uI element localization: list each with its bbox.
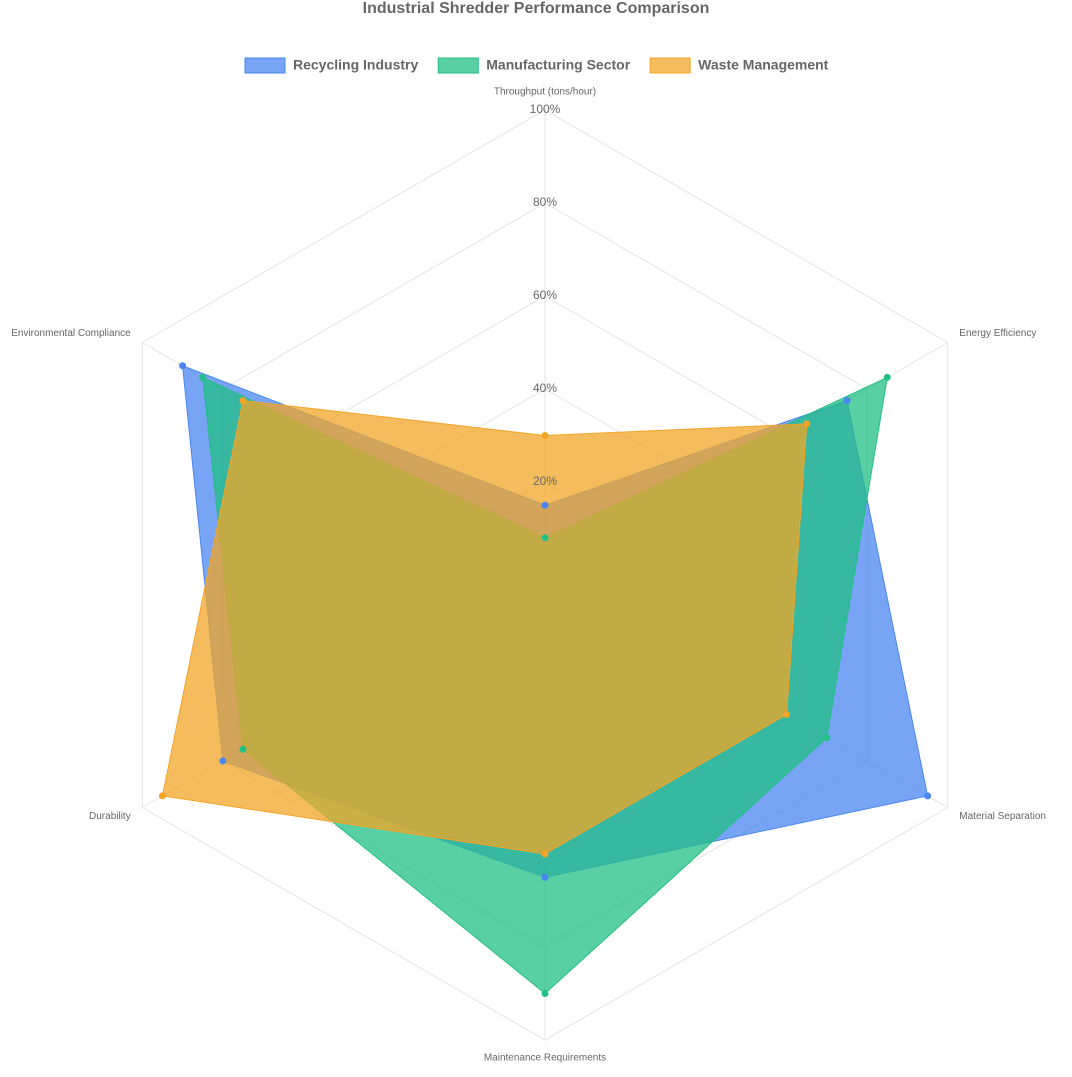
data-point	[803, 420, 811, 428]
data-point	[541, 534, 549, 542]
legend-swatch	[649, 57, 691, 74]
data-point	[883, 373, 891, 381]
data-point	[823, 734, 831, 742]
data-point	[219, 757, 227, 765]
data-point	[541, 432, 549, 439]
axis-label: Throughput (tons/hour)	[494, 87, 596, 98]
r-tick-label: 60%	[533, 288, 557, 302]
axis-label: Material Separation	[959, 811, 1046, 822]
legend-label: Waste Management	[698, 57, 829, 73]
legend-swatch	[437, 57, 479, 74]
axis-label: Environmental Compliance	[11, 328, 131, 339]
chart-title: Industrial Shredder Performance Comparis…	[363, 0, 710, 17]
data-point	[783, 711, 791, 718]
data-point	[541, 873, 549, 881]
data-point	[843, 397, 851, 405]
data-point	[924, 792, 932, 800]
axis-label: Durability	[89, 811, 131, 822]
data-point	[179, 362, 187, 370]
data-point	[158, 792, 166, 800]
data-point	[239, 745, 247, 753]
data-point	[541, 990, 549, 997]
legend-label: Manufacturing Sector	[486, 57, 630, 73]
r-tick-label: 100%	[530, 102, 561, 116]
data-point	[199, 373, 207, 381]
r-tick-label: 80%	[533, 195, 557, 209]
data-point	[541, 850, 549, 858]
data-point	[541, 501, 549, 509]
data-point	[239, 397, 247, 405]
r-tick-label: 40%	[533, 381, 557, 395]
r-tick-label: 20%	[533, 474, 557, 488]
axis-label: Energy Efficiency	[959, 328, 1036, 339]
legend-label: Recycling Industry	[293, 57, 418, 73]
axis-label: Maintenance Requirements	[484, 1053, 606, 1064]
legend-swatch	[244, 57, 286, 74]
